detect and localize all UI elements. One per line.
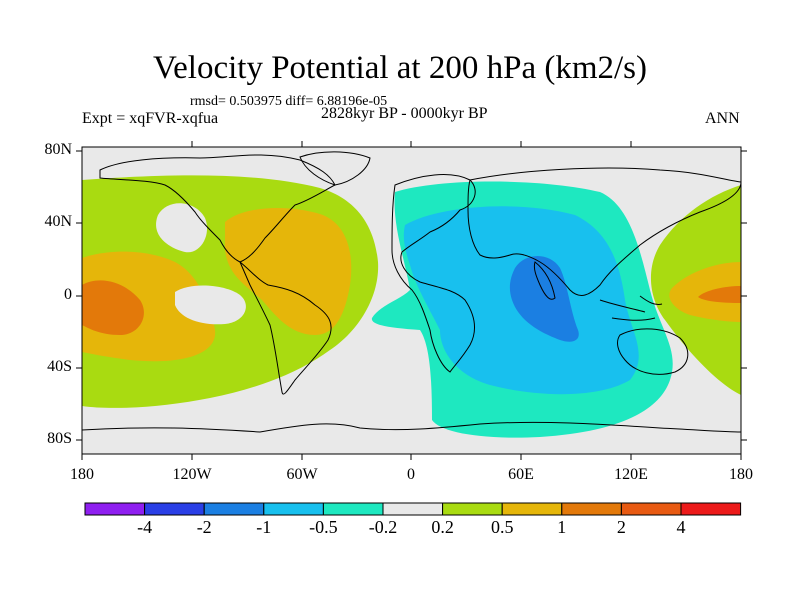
ne-pacific-neutral-hole	[156, 203, 208, 253]
map-title: Velocity Potential at 200 hPa (km2/s)	[152, 50, 648, 86]
lon-label-180w: 180	[70, 466, 94, 483]
rmsd-subtitle: rmsd= 0.503975 diff= 6.88196e-05	[190, 94, 388, 109]
colorbar-box-7	[501, 502, 563, 516]
lat-label-40n: 40N	[44, 213, 72, 230]
colorbar	[84, 502, 742, 516]
indian-ocean-blue-core	[509, 256, 579, 342]
colorbar-box-1	[144, 502, 205, 516]
lon-label-120w: 120W	[172, 466, 212, 483]
colorbar-box-2	[203, 502, 265, 516]
colorbar-label-0: -4	[137, 517, 153, 537]
coastline-south-america	[239, 261, 332, 395]
lat-label-0: 0	[64, 286, 72, 303]
season-label: ANN	[705, 110, 740, 127]
coastline-greenland	[299, 151, 371, 186]
coastline-maritime-continent	[599, 295, 663, 321]
lon-label-120e: 120E	[614, 466, 648, 483]
coastline-north-america	[99, 154, 336, 263]
coastline-india	[533, 261, 556, 300]
lat-label-80n: 80N	[44, 141, 72, 158]
colorbar-label-7: 1	[557, 517, 567, 537]
time-range-label: 2828kyr BP - 0000kyr BP	[321, 105, 488, 122]
east-pacific-neutral-hole	[175, 285, 246, 325]
lat-tick-marks	[76, 150, 747, 441]
colorbar-box-8	[561, 502, 622, 516]
lon-label-60w: 60W	[286, 466, 318, 483]
colorbar-label-1: -2	[196, 517, 212, 537]
colorbar-label-6: 0.5	[490, 517, 514, 537]
coastline-australia	[617, 328, 689, 375]
colorbar-label-9: 4	[676, 517, 686, 537]
west-pacific-edge-dark-orange	[698, 286, 741, 303]
colorbar-box-9	[620, 502, 682, 516]
experiment-label: Expt = xqFVR-xqfua	[82, 110, 219, 127]
coastlines	[82, 151, 741, 433]
colorbar-label-2: -1	[256, 517, 272, 537]
colorbar-label-5: 0.2	[431, 517, 454, 537]
colorbar-label-4: -0.2	[368, 517, 398, 537]
west-pacific-edge-orange	[669, 262, 741, 322]
west-pacific-dark-orange-core	[82, 280, 144, 335]
colorbar-label-3: -0.5	[309, 517, 338, 537]
lat-label-80s: 80S	[47, 430, 72, 447]
colorbar-box-0	[84, 502, 146, 516]
colorbar-box-6	[442, 502, 503, 516]
colorbar-box-5	[382, 502, 444, 516]
lon-label-180e: 180	[729, 466, 753, 483]
lon-tick-marks	[81, 141, 742, 460]
atlantic-orange	[225, 208, 352, 335]
coastline-africa-europe	[391, 174, 476, 373]
coastline-antarctica	[82, 421, 741, 433]
colorbar-box-4	[322, 502, 384, 516]
lon-label-0: 0	[407, 466, 415, 483]
lat-label-40s: 40S	[47, 358, 72, 375]
colorbar-box-3	[263, 502, 324, 516]
colorbar-box-10	[680, 502, 742, 516]
contour-fills	[82, 175, 741, 438]
coastline-asia	[467, 167, 741, 296]
colorbar-label-8: 2	[616, 517, 626, 537]
lon-label-60e: 60E	[508, 466, 534, 483]
